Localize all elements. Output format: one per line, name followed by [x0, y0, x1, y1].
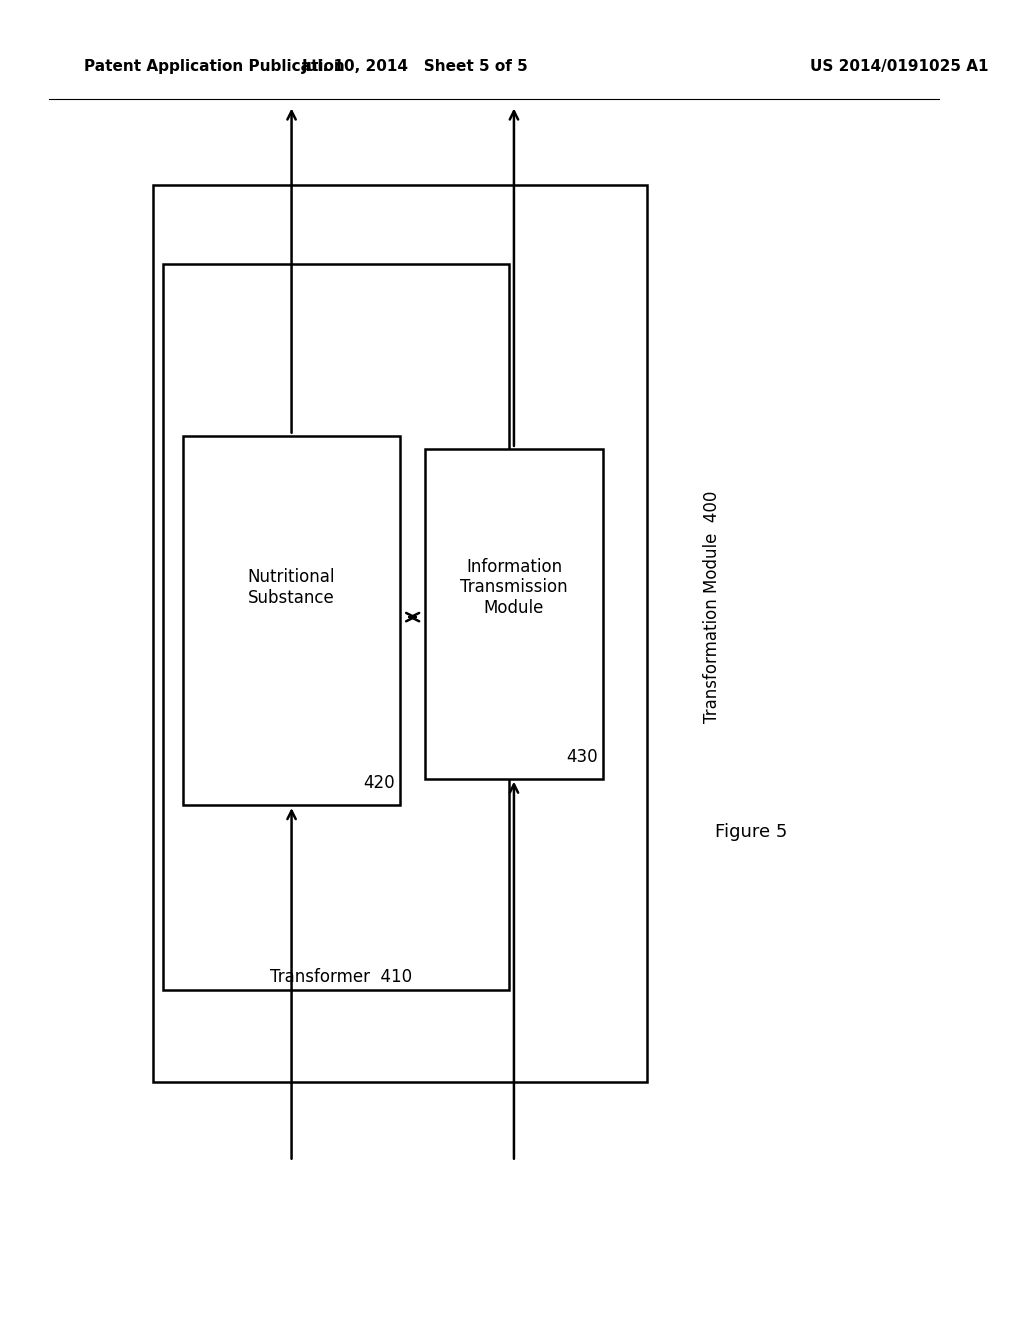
- FancyBboxPatch shape: [425, 449, 603, 779]
- Text: 430: 430: [566, 747, 598, 766]
- Text: Patent Application Publication: Patent Application Publication: [84, 59, 345, 74]
- Text: 420: 420: [364, 774, 395, 792]
- Text: Transformer  410: Transformer 410: [270, 968, 412, 986]
- FancyBboxPatch shape: [154, 185, 647, 1082]
- FancyBboxPatch shape: [163, 264, 509, 990]
- Text: Transformation Module  400: Transformation Module 400: [702, 491, 721, 723]
- Text: Jul. 10, 2014   Sheet 5 of 5: Jul. 10, 2014 Sheet 5 of 5: [302, 59, 528, 74]
- Text: US 2014/0191025 A1: US 2014/0191025 A1: [810, 59, 989, 74]
- FancyBboxPatch shape: [183, 436, 400, 805]
- Text: Figure 5: Figure 5: [715, 822, 787, 841]
- Text: Nutritional
Substance: Nutritional Substance: [248, 568, 335, 607]
- Text: Information
Transmission
Module: Information Transmission Module: [460, 557, 567, 618]
